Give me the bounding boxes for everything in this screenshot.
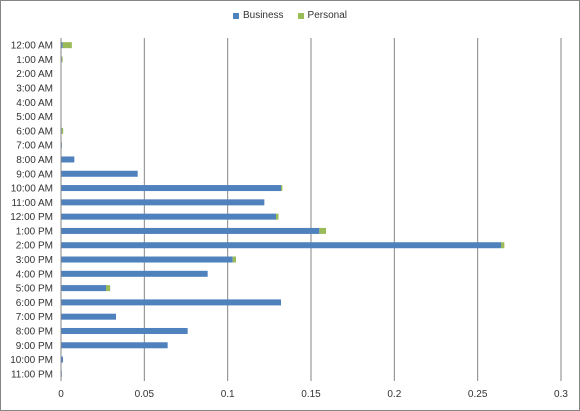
y-tick-label: 11:00 AM bbox=[11, 198, 53, 209]
legend-swatch-personal bbox=[297, 12, 304, 19]
bar-business bbox=[61, 170, 138, 177]
legend-label-business: Business bbox=[242, 10, 284, 21]
y-tick-label: 5:00 AM bbox=[16, 112, 53, 123]
y-tick-label: 10:00 PM bbox=[10, 355, 53, 366]
y-tick-label: 8:00 PM bbox=[16, 326, 53, 337]
bar-business bbox=[61, 327, 188, 334]
y-tick-label: 3:00 AM bbox=[16, 84, 53, 95]
legend-item-business: Business bbox=[232, 10, 284, 21]
bar-personal bbox=[281, 185, 283, 192]
bar-personal bbox=[106, 285, 111, 292]
bar-business bbox=[61, 199, 265, 206]
bar-personal bbox=[62, 42, 72, 49]
y-tick-label: 7:00 PM bbox=[16, 312, 53, 323]
y-tick-label: 4:00 AM bbox=[16, 98, 53, 109]
y-tick-label: 2:00 AM bbox=[16, 69, 53, 80]
bar-business bbox=[61, 299, 281, 306]
bar-personal bbox=[232, 256, 236, 263]
y-tick-label: 7:00 AM bbox=[16, 141, 53, 152]
bar-business bbox=[61, 227, 320, 234]
y-tick-label: 2:00 PM bbox=[16, 241, 53, 252]
bar-personal bbox=[61, 127, 64, 134]
y-tick-label: 6:00 AM bbox=[16, 126, 53, 137]
x-tick-label: 0.05 bbox=[135, 389, 155, 400]
y-tick-label: 6:00 PM bbox=[16, 298, 53, 309]
y-tick-label: 1:00 PM bbox=[16, 226, 53, 237]
bar-business bbox=[61, 270, 208, 277]
x-tick-label: 0.15 bbox=[301, 389, 321, 400]
y-tick-label: 8:00 AM bbox=[16, 155, 53, 166]
y-axis-labels: 12:00 AM 1:00 AM 2:00 AM 3:00 AM 4:00 AM 5:00… bbox=[10, 41, 53, 381]
bar-business bbox=[61, 185, 281, 192]
x-axis-labels: 0 0.05 0.1 0.15 0.2 0.25 0.3 bbox=[58, 389, 568, 400]
x-tick-label: 0.2 bbox=[387, 389, 401, 400]
y-tick-label: 9:00 PM bbox=[16, 341, 53, 352]
gridlines bbox=[143, 38, 562, 381]
bar-personal bbox=[61, 56, 63, 63]
y-tick-label: 1:00 AM bbox=[16, 55, 53, 66]
y-tick-label: 12:00 AM bbox=[11, 41, 53, 52]
x-tick-label: 0 bbox=[58, 389, 64, 400]
bar-business bbox=[61, 342, 168, 349]
y-tick-label: 9:00 AM bbox=[16, 169, 53, 180]
bar-personal bbox=[501, 242, 505, 249]
x-tick-label: 0.25 bbox=[468, 389, 488, 400]
bar-business bbox=[61, 242, 501, 249]
y-tick-label: 5:00 PM bbox=[16, 284, 53, 295]
legend-swatch-business bbox=[232, 12, 239, 19]
bar-personal bbox=[319, 227, 326, 234]
bar-business bbox=[61, 213, 276, 220]
y-tick-label: 11:00 PM bbox=[11, 369, 53, 380]
bars bbox=[61, 42, 505, 377]
bar-business bbox=[61, 356, 63, 363]
y-tick-label: 3:00 PM bbox=[16, 255, 53, 266]
y-tick-label: 12:00 PM bbox=[10, 212, 53, 223]
legend-label-personal: Personal bbox=[307, 10, 348, 21]
legend-item-personal: Personal bbox=[297, 10, 348, 21]
bar-business bbox=[61, 42, 63, 49]
legend: Business Personal bbox=[0, 10, 580, 21]
bar-business bbox=[61, 256, 233, 263]
y-tick-label: 4:00 PM bbox=[16, 269, 53, 280]
bar-business bbox=[61, 156, 75, 163]
x-tick-label: 0.3 bbox=[554, 389, 568, 400]
bar-business bbox=[61, 313, 116, 320]
bar-business bbox=[61, 285, 106, 292]
x-tick-label: 0.1 bbox=[221, 389, 235, 400]
bar-personal bbox=[276, 213, 279, 220]
y-tick-label: 10:00 AM bbox=[11, 184, 53, 195]
